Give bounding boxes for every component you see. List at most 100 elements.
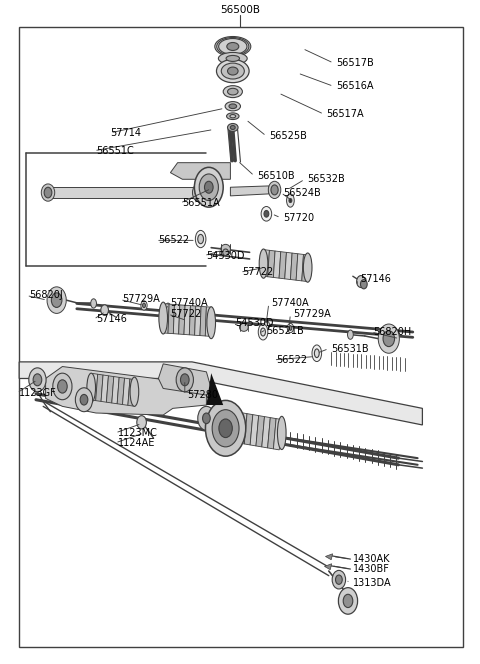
Circle shape [383, 331, 395, 347]
Text: 56510B: 56510B [257, 171, 294, 181]
Ellipse shape [314, 349, 319, 358]
Polygon shape [274, 418, 282, 450]
Polygon shape [233, 412, 241, 443]
Ellipse shape [192, 183, 206, 202]
Polygon shape [173, 305, 180, 334]
Text: 56551C: 56551C [96, 145, 134, 156]
Text: 57729A: 57729A [293, 309, 331, 319]
Ellipse shape [221, 244, 230, 254]
Text: 1430AK: 1430AK [353, 554, 390, 564]
Text: 57146: 57146 [96, 314, 127, 325]
Polygon shape [262, 416, 270, 448]
Polygon shape [250, 414, 259, 446]
Ellipse shape [225, 102, 240, 111]
Ellipse shape [216, 38, 249, 55]
Circle shape [204, 181, 213, 193]
Ellipse shape [207, 307, 216, 339]
Polygon shape [122, 378, 130, 405]
Polygon shape [279, 252, 287, 279]
Ellipse shape [221, 63, 244, 79]
Circle shape [51, 293, 62, 307]
Text: 1124AE: 1124AE [118, 438, 155, 448]
Polygon shape [296, 254, 303, 281]
Text: 56820H: 56820H [373, 327, 412, 337]
Circle shape [205, 400, 246, 456]
Text: 57720: 57720 [283, 212, 314, 223]
Circle shape [101, 305, 108, 315]
Text: 56517B: 56517B [336, 58, 374, 68]
Circle shape [58, 380, 67, 393]
Polygon shape [244, 414, 253, 445]
Text: 54530D: 54530D [235, 318, 274, 329]
Polygon shape [227, 410, 235, 442]
Text: 1123MC: 1123MC [118, 428, 157, 438]
Polygon shape [46, 367, 206, 415]
Polygon shape [101, 375, 108, 402]
Text: 56516A: 56516A [336, 81, 373, 92]
Text: 56517A: 56517A [326, 109, 364, 120]
Text: 57146: 57146 [360, 274, 391, 284]
Circle shape [360, 280, 367, 289]
Polygon shape [96, 374, 103, 402]
Polygon shape [117, 377, 124, 404]
Circle shape [176, 368, 193, 392]
Ellipse shape [230, 115, 236, 118]
Ellipse shape [195, 230, 206, 248]
Text: 1430BF: 1430BF [353, 564, 390, 574]
Polygon shape [168, 304, 174, 334]
Text: 56532B: 56532B [307, 174, 345, 185]
Polygon shape [179, 305, 185, 335]
Polygon shape [268, 250, 275, 278]
Circle shape [80, 394, 88, 405]
Ellipse shape [240, 323, 248, 331]
Ellipse shape [141, 301, 147, 310]
Polygon shape [268, 418, 276, 449]
Text: 56524B: 56524B [283, 187, 321, 198]
Polygon shape [189, 305, 196, 335]
Ellipse shape [226, 56, 240, 62]
Polygon shape [230, 186, 269, 196]
Ellipse shape [228, 88, 238, 95]
Ellipse shape [195, 187, 203, 198]
Polygon shape [290, 253, 298, 280]
Circle shape [343, 594, 353, 608]
Ellipse shape [287, 194, 294, 207]
Ellipse shape [223, 411, 232, 444]
Circle shape [199, 174, 218, 201]
Polygon shape [128, 379, 135, 406]
Polygon shape [200, 306, 206, 336]
Polygon shape [107, 376, 114, 403]
Circle shape [33, 374, 42, 386]
Circle shape [53, 373, 72, 400]
Ellipse shape [312, 345, 322, 361]
Ellipse shape [216, 60, 249, 83]
Text: 56521B: 56521B [266, 325, 304, 336]
Polygon shape [256, 416, 264, 447]
Circle shape [336, 575, 342, 584]
Ellipse shape [44, 187, 52, 198]
Ellipse shape [261, 328, 265, 336]
Text: 56551A: 56551A [182, 198, 220, 208]
Circle shape [332, 570, 346, 589]
Text: 1123GF: 1123GF [19, 388, 57, 398]
Text: 54530D: 54530D [206, 250, 245, 261]
Circle shape [203, 413, 210, 424]
Polygon shape [206, 373, 223, 405]
Ellipse shape [287, 323, 293, 333]
Polygon shape [46, 187, 202, 198]
Ellipse shape [259, 249, 268, 278]
Ellipse shape [198, 234, 204, 244]
Ellipse shape [91, 299, 96, 308]
Polygon shape [194, 306, 201, 335]
Ellipse shape [215, 37, 251, 56]
Text: 57714: 57714 [110, 127, 142, 138]
Ellipse shape [143, 303, 145, 308]
Ellipse shape [277, 416, 286, 450]
Polygon shape [163, 303, 169, 333]
Circle shape [194, 167, 223, 207]
Polygon shape [170, 163, 230, 179]
Polygon shape [112, 376, 119, 404]
Ellipse shape [227, 42, 239, 50]
Circle shape [219, 419, 232, 438]
Ellipse shape [230, 125, 235, 129]
